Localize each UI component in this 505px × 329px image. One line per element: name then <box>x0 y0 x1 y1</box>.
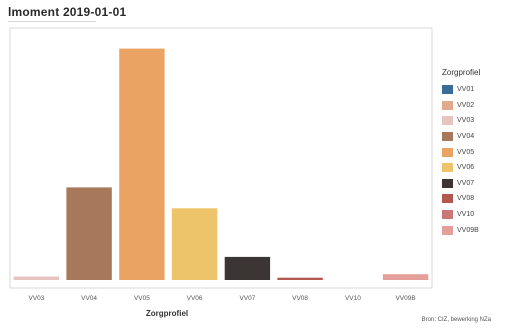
legend-items: VV01 VV02 VV03 VV04 VV05 VV06 VV07 VV08 VV10 VV09… <box>442 82 480 238</box>
title-underline <box>8 21 96 22</box>
x-tick-label: VV04 <box>81 295 97 302</box>
legend-swatch <box>442 163 453 173</box>
bar-vv06 <box>171 208 218 280</box>
x-tick-label: VV08 <box>292 295 308 302</box>
legend-label: VV10 <box>457 211 475 219</box>
legend-swatch <box>442 116 453 126</box>
legend-label: VV09B <box>457 226 479 234</box>
legend-swatch <box>442 194 453 204</box>
chart-title: lmoment 2019-01-01 <box>8 5 127 19</box>
bar-vv07 <box>224 256 271 280</box>
legend-swatch <box>442 210 453 220</box>
x-axis-label: Zorgprofiel <box>146 309 188 318</box>
legend-item: VV02 <box>442 98 480 114</box>
legend-item: VV04 <box>442 129 480 145</box>
legend: Zorgprofiel VV01 VV02 VV03 VV04 VV05 VV06 VV07… <box>442 68 480 238</box>
legend-item: VV08 <box>442 191 480 207</box>
legend-swatch <box>442 178 453 188</box>
legend-label: VV07 <box>457 179 475 187</box>
legend-swatch <box>442 225 453 235</box>
legend-label: VV02 <box>457 101 475 109</box>
plot-frame <box>9 27 433 289</box>
x-tick-label: VV06 <box>187 295 203 302</box>
legend-item: VV10 <box>442 207 480 223</box>
x-tick-label: VV05 <box>134 295 150 302</box>
bar-vv09b <box>382 274 429 280</box>
legend-label: VV03 <box>457 117 475 125</box>
legend-item: VV01 <box>442 82 480 98</box>
legend-label: VV06 <box>457 164 475 172</box>
legend-label: VV04 <box>457 133 475 141</box>
x-tick-label: VV09B <box>395 295 415 302</box>
x-tick-label: VV07 <box>239 295 255 302</box>
bar-vv03 <box>13 276 60 280</box>
legend-swatch <box>442 85 453 95</box>
legend-item: VV05 <box>442 144 480 160</box>
legend-label: VV01 <box>457 86 475 94</box>
legend-swatch <box>442 100 453 110</box>
bars-group <box>13 48 429 280</box>
x-tick-label: VV03 <box>28 295 44 302</box>
legend-item: VV09B <box>442 222 480 238</box>
legend-label: VV05 <box>457 148 475 156</box>
legend-item: VV07 <box>442 176 480 192</box>
legend-item: VV06 <box>442 160 480 176</box>
bar-vv05 <box>119 48 165 280</box>
legend-swatch <box>442 132 453 142</box>
x-tick-label: VV10 <box>345 295 361 302</box>
bar-vv08 <box>277 277 323 280</box>
legend-item: VV03 <box>442 113 480 129</box>
source-note: Bron: CIZ, bewerking NZa <box>421 317 491 323</box>
legend-title: Zorgprofiel <box>442 68 481 77</box>
legend-label: VV08 <box>457 195 475 203</box>
x-tick-labels: VV03 VV04 VV05 VV06 VV07 VV08 VV10 VV09B <box>28 295 415 302</box>
bar-vv04 <box>66 187 112 280</box>
legend-swatch <box>442 147 453 157</box>
